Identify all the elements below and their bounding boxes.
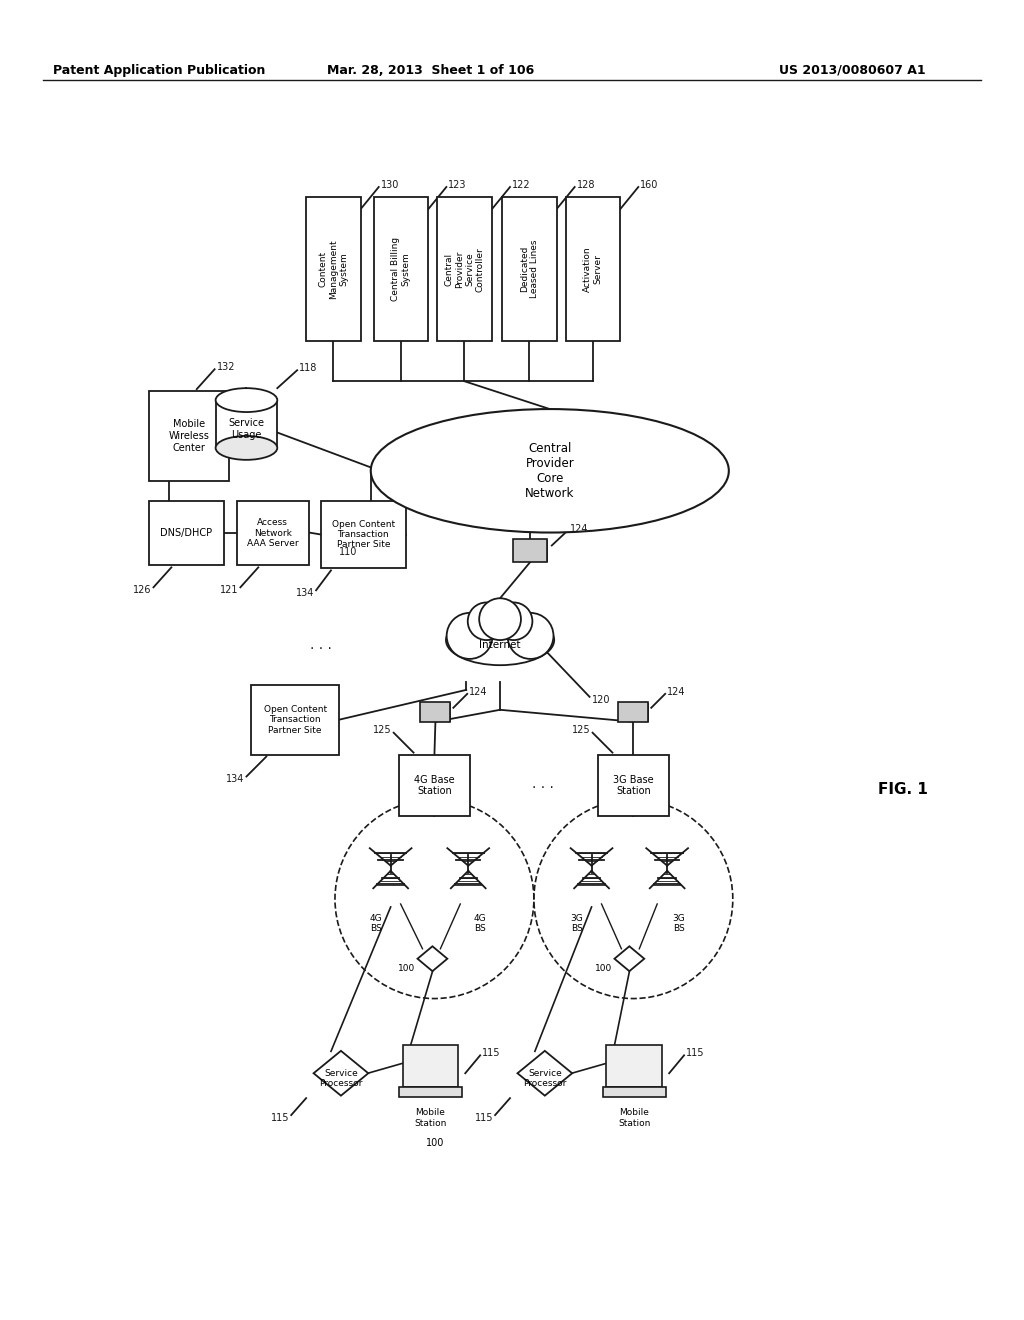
Bar: [374, 197, 428, 342]
Text: 3G Base
Station: 3G Base Station: [613, 775, 653, 796]
Text: Mobile
Wireless
Center: Mobile Wireless Center: [168, 420, 209, 453]
Text: US 2013/0080607 A1: US 2013/0080607 A1: [778, 63, 925, 77]
Text: 160: 160: [640, 180, 658, 190]
Text: Open Content
Transaction
Partner Site: Open Content Transaction Partner Site: [332, 520, 395, 549]
Text: 3G
BS: 3G BS: [570, 913, 583, 933]
Ellipse shape: [216, 388, 278, 412]
Text: 125: 125: [373, 725, 391, 735]
Text: Patent Application Publication: Patent Application Publication: [52, 63, 265, 77]
Bar: [148, 391, 228, 480]
Text: 124: 124: [668, 686, 686, 697]
Bar: [421, 702, 451, 722]
Text: 122: 122: [512, 180, 530, 190]
Polygon shape: [517, 1051, 572, 1096]
Text: 3G
BS: 3G BS: [673, 913, 685, 933]
Circle shape: [468, 602, 505, 640]
Text: 134: 134: [226, 775, 245, 784]
Bar: [398, 1088, 462, 1097]
Text: Dedicated
Leased Lines: Dedicated Leased Lines: [520, 240, 539, 298]
Text: 115: 115: [270, 1113, 289, 1123]
Bar: [513, 539, 547, 562]
Text: Internet: Internet: [479, 640, 521, 649]
Bar: [437, 197, 493, 342]
Text: Access
Network
AAA Server: Access Network AAA Server: [247, 519, 299, 548]
Text: 110: 110: [339, 548, 356, 557]
Text: 124: 124: [569, 524, 588, 533]
Text: 126: 126: [133, 585, 152, 595]
Text: Mobile
Station: Mobile Station: [618, 1107, 650, 1127]
Text: Content
Management
System: Content Management System: [318, 239, 348, 298]
Bar: [322, 500, 406, 569]
Text: FIG. 1: FIG. 1: [878, 781, 928, 797]
Bar: [606, 1045, 663, 1088]
Text: . . .: . . .: [310, 638, 332, 652]
Polygon shape: [614, 946, 644, 972]
Text: 100: 100: [595, 964, 612, 973]
Bar: [618, 702, 648, 722]
Bar: [398, 755, 470, 816]
Polygon shape: [313, 1051, 369, 1096]
Bar: [252, 685, 339, 755]
Text: 4G Base
Station: 4G Base Station: [414, 775, 455, 796]
Text: Service
Processor: Service Processor: [319, 1068, 362, 1088]
Text: Mar. 28, 2013  Sheet 1 of 106: Mar. 28, 2013 Sheet 1 of 106: [327, 63, 535, 77]
Ellipse shape: [446, 615, 554, 665]
Polygon shape: [418, 946, 447, 972]
Bar: [598, 755, 669, 816]
Text: 123: 123: [449, 180, 467, 190]
Text: Activation
Server: Activation Server: [584, 247, 603, 292]
Text: 132: 132: [217, 362, 236, 372]
Text: 121: 121: [220, 585, 239, 595]
Text: 4G
BS: 4G BS: [474, 913, 486, 933]
Text: Mobile
Station: Mobile Station: [415, 1107, 446, 1127]
Text: 115: 115: [482, 1048, 501, 1059]
Text: 100: 100: [426, 1138, 444, 1148]
Text: 130: 130: [381, 180, 399, 190]
Text: 115: 115: [686, 1048, 705, 1059]
Text: Service
Processor: Service Processor: [523, 1068, 566, 1088]
Text: 100: 100: [398, 964, 416, 973]
Text: Central Billing
System: Central Billing System: [391, 238, 411, 301]
Bar: [502, 197, 557, 342]
Text: 124: 124: [469, 686, 487, 697]
Text: 125: 125: [572, 725, 591, 735]
Circle shape: [479, 598, 521, 640]
Text: 128: 128: [577, 180, 595, 190]
Circle shape: [446, 612, 493, 659]
Bar: [602, 1088, 667, 1097]
Text: Central
Provider
Core
Network: Central Provider Core Network: [525, 442, 574, 500]
Text: 115: 115: [474, 1113, 494, 1123]
Bar: [565, 197, 621, 342]
Text: 134: 134: [296, 589, 314, 598]
Text: 118: 118: [299, 363, 317, 374]
Text: Service
Usage: Service Usage: [228, 418, 264, 440]
Text: 4G
BS: 4G BS: [370, 913, 382, 933]
Bar: [148, 500, 223, 565]
Text: Central
Provider
Service
Controller: Central Provider Service Controller: [444, 247, 484, 292]
Ellipse shape: [371, 409, 729, 532]
Bar: [306, 197, 360, 342]
Text: Open Content
Transaction
Partner Site: Open Content Transaction Partner Site: [263, 705, 327, 735]
Circle shape: [495, 602, 532, 640]
Bar: [237, 500, 309, 565]
Text: . . .: . . .: [531, 777, 554, 792]
Text: 120: 120: [592, 694, 610, 705]
Bar: [216, 400, 278, 447]
Circle shape: [508, 612, 554, 659]
Bar: [402, 1045, 459, 1088]
Text: DNS/DHCP: DNS/DHCP: [160, 528, 212, 539]
Ellipse shape: [216, 436, 278, 459]
